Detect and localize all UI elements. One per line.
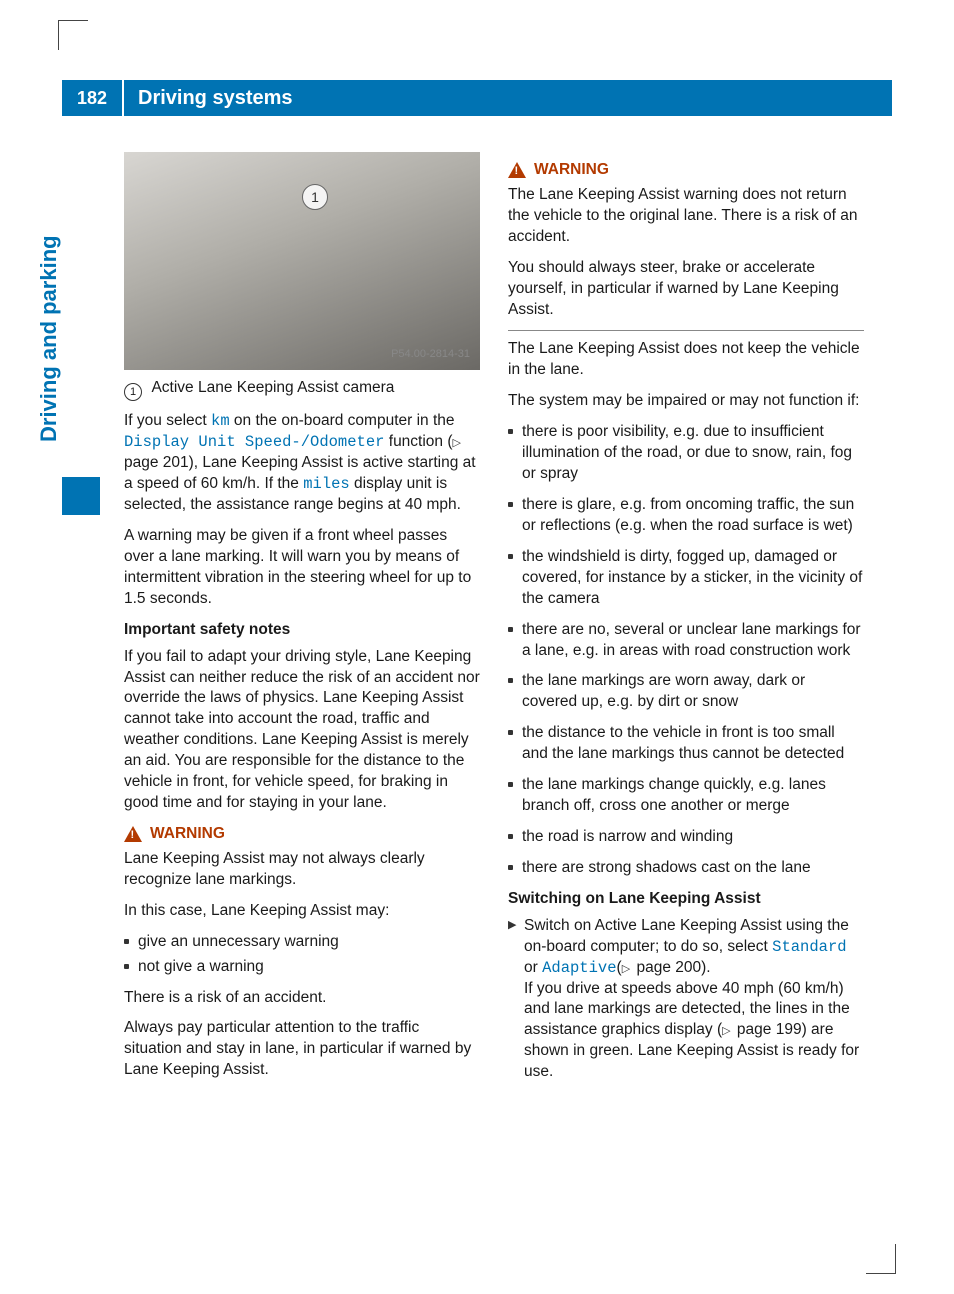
impairment-list: there is poor visibility, e.g. due to in… — [508, 422, 864, 879]
page-title: Driving systems — [138, 87, 293, 110]
para-km-select: If you select km on the on-board compute… — [124, 411, 480, 516]
para-warning-vibration: A warning may be given if a front wheel … — [124, 526, 480, 610]
warning-icon — [124, 826, 142, 842]
warn1-p2: In this case, Lane Keeping Assist may: — [124, 901, 480, 922]
list-item: the distance to the vehicle in front is … — [508, 723, 864, 765]
page-number: 182 — [62, 80, 124, 116]
warn1-p4: Always pay particular attention to the t… — [124, 1018, 480, 1081]
list-item: the lane markings are worn away, dark or… — [508, 671, 864, 713]
list-item: there are no, several or unclear lane ma… — [508, 620, 864, 662]
right-column: WARNING The Lane Keeping Assist warning … — [508, 152, 864, 1091]
list-item: there are strong shadows cast on the lan… — [508, 858, 864, 879]
text: or — [524, 959, 542, 976]
caption-text: Active Lane Keeping Assist camera — [151, 379, 394, 396]
list-item: give an unnecessary warning — [124, 932, 480, 953]
list-item: the windshield is dirty, fogged up, dama… — [508, 547, 864, 610]
mono-miles: miles — [303, 475, 350, 493]
warn1-p3: There is a risk of an accident. — [124, 988, 480, 1009]
figure-watermark: P54.00-2814-31 — [391, 347, 470, 362]
warning-heading-2: WARNING — [508, 160, 864, 181]
list-item: there is poor visibility, e.g. due to in… — [508, 422, 864, 485]
action-switch-on: Switch on Active Lane Keeping Assist usi… — [508, 916, 864, 1083]
pageref-201 — [453, 433, 463, 450]
content-columns: 1 P54.00-2814-31 1 Active Lane Keeping A… — [124, 152, 864, 1091]
list-item: not give a warning — [124, 957, 480, 978]
warn1-list: give an unnecessary warning not give a w… — [124, 932, 480, 978]
warning-heading-1: WARNING — [124, 824, 480, 845]
pageref-200 — [622, 959, 632, 976]
text: on the on-board computer in the — [230, 412, 455, 429]
mono-standard: Standard — [772, 938, 846, 956]
list-item: there is glare, e.g. from oncoming traff… — [508, 495, 864, 537]
para-not-keep: The Lane Keeping Assist does not keep th… — [508, 339, 864, 381]
caption-number: 1 — [124, 383, 142, 401]
heading-safety-notes: Important safety notes — [124, 620, 480, 641]
section-tab: Driving and parking — [62, 230, 100, 480]
mono-display-unit: Display Unit Speed-/Odometer — [124, 433, 384, 451]
crop-mark-br — [866, 1244, 896, 1274]
figure-callout: 1 — [302, 184, 328, 210]
text: If you select — [124, 412, 211, 429]
text: function ( — [384, 433, 452, 450]
figure-caption: 1 Active Lane Keeping Assist camera — [124, 378, 480, 401]
para-safety: If you fail to adapt your driving style,… — [124, 647, 480, 814]
para-impaired: The system may be impaired or may not fu… — [508, 391, 864, 412]
heading-switching-on: Switching on Lane Keeping Assist — [508, 889, 864, 910]
list-item: the lane markings change quickly, e.g. l… — [508, 775, 864, 817]
warn2-p1: The Lane Keeping Assist warning does not… — [508, 185, 864, 248]
separator — [508, 330, 864, 331]
pageref-199 — [722, 1021, 732, 1038]
text: ( — [617, 959, 622, 976]
warning-icon — [508, 162, 526, 178]
warn1-p1: Lane Keeping Assist may not always clear… — [124, 849, 480, 891]
text: page 200). — [632, 959, 710, 976]
page-header: 182 Driving systems — [62, 80, 892, 116]
mono-adaptive: Adaptive — [542, 959, 616, 977]
crop-mark-tl — [58, 20, 88, 50]
warn2-p2: You should always steer, brake or accele… — [508, 258, 864, 321]
left-column: 1 P54.00-2814-31 1 Active Lane Keeping A… — [124, 152, 480, 1091]
warning-label: WARNING — [150, 824, 225, 845]
list-item: the road is narrow and winding — [508, 827, 864, 848]
mono-km: km — [211, 412, 230, 430]
section-tab-block — [62, 477, 100, 515]
section-tab-label: Driving and parking — [36, 235, 62, 442]
figure-image: 1 P54.00-2814-31 — [124, 152, 480, 370]
warning-label: WARNING — [534, 160, 609, 181]
